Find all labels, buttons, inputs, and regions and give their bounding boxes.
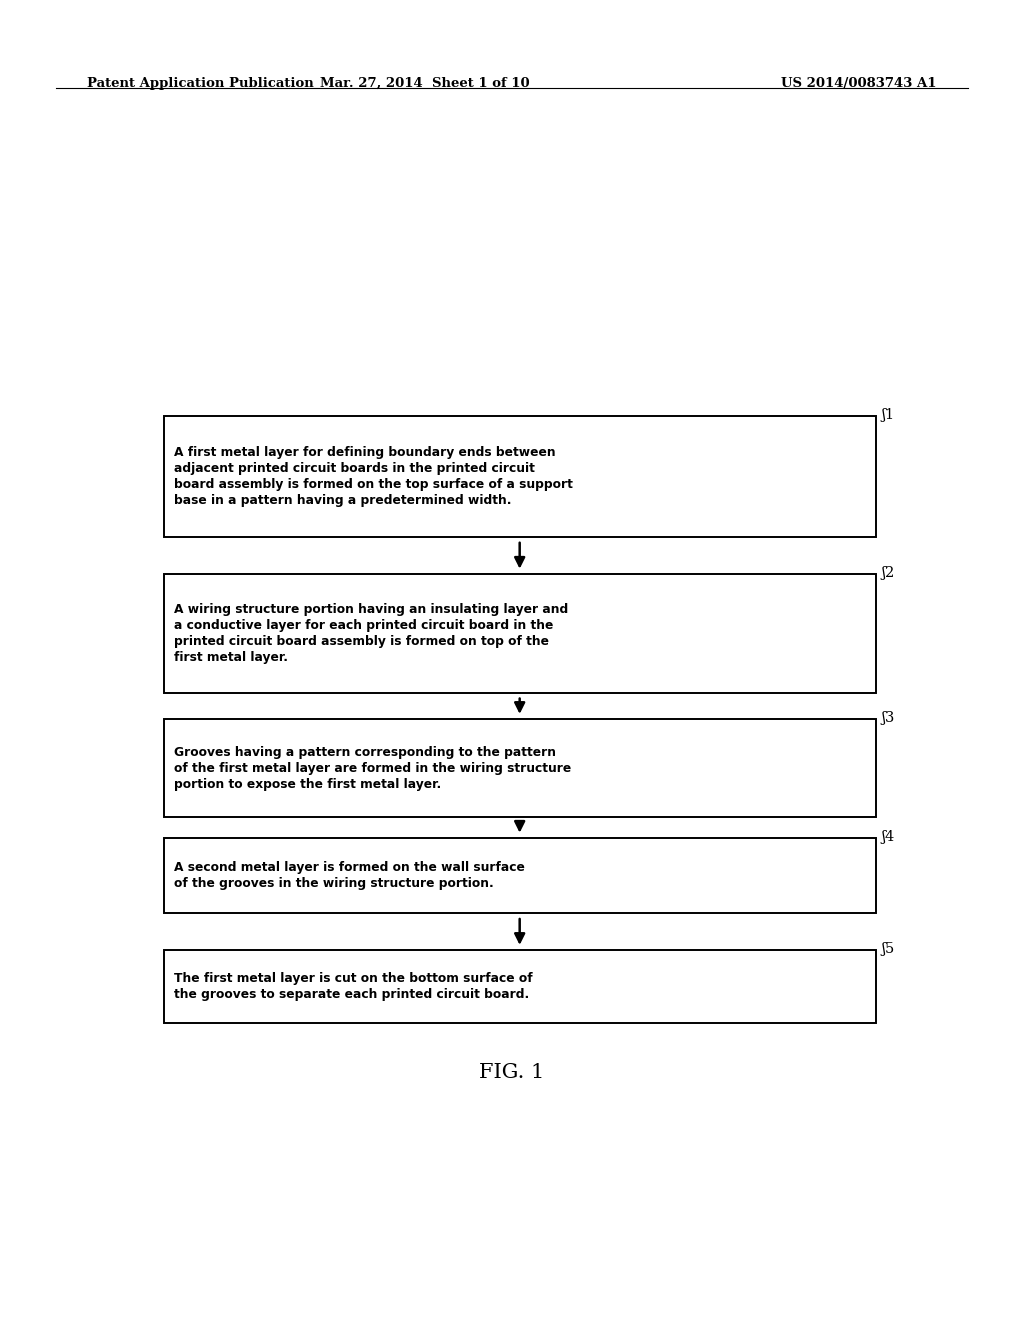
Bar — [164, 416, 876, 537]
Bar — [164, 719, 876, 817]
Text: ʃ5: ʃ5 — [882, 942, 895, 957]
Text: A first metal layer for defining boundary ends between
adjacent printed circuit : A first metal layer for defining boundar… — [174, 446, 573, 507]
Text: Mar. 27, 2014  Sheet 1 of 10: Mar. 27, 2014 Sheet 1 of 10 — [321, 77, 529, 90]
Bar — [164, 950, 876, 1023]
Text: A second metal layer is formed on the wall surface
of the grooves in the wiring : A second metal layer is formed on the wa… — [174, 862, 525, 890]
Text: A wiring structure portion having an insulating layer and
a conductive layer for: A wiring structure portion having an ins… — [174, 603, 568, 664]
Text: Patent Application Publication: Patent Application Publication — [87, 77, 313, 90]
Text: ʃ1: ʃ1 — [882, 408, 895, 422]
Bar — [164, 574, 876, 693]
Text: ʃ2: ʃ2 — [882, 566, 895, 581]
Text: ʃ4: ʃ4 — [882, 830, 895, 845]
Text: The first metal layer is cut on the bottom surface of
the grooves to separate ea: The first metal layer is cut on the bott… — [174, 973, 532, 1001]
Text: Grooves having a pattern corresponding to the pattern
of the first metal layer a: Grooves having a pattern corresponding t… — [174, 746, 571, 791]
Text: ʃ3: ʃ3 — [882, 711, 895, 726]
Text: US 2014/0083743 A1: US 2014/0083743 A1 — [781, 77, 937, 90]
Text: FIG. 1: FIG. 1 — [479, 1063, 545, 1081]
Bar — [164, 838, 876, 913]
